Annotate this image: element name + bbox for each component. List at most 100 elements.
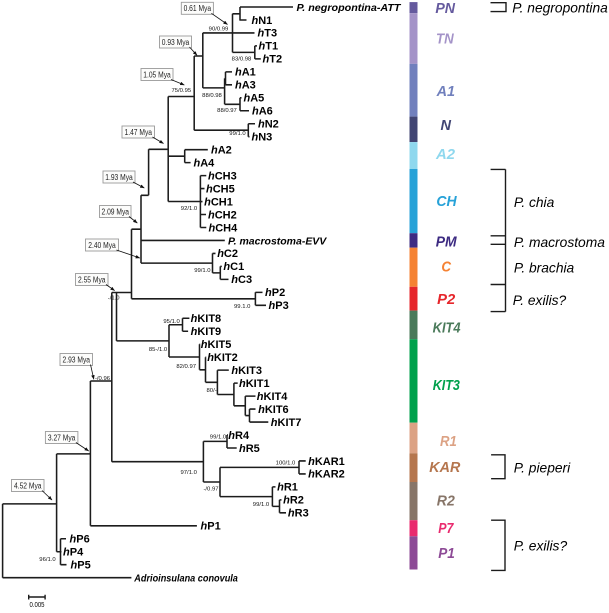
svg-text:hR4: hR4 <box>228 430 250 442</box>
svg-text:1.05 Mya: 1.05 Mya <box>143 70 171 79</box>
svg-text:hP4: hP4 <box>63 547 84 559</box>
svg-text:hCH3: hCH3 <box>208 170 237 182</box>
svg-text:hCH5: hCH5 <box>206 183 235 195</box>
svg-text:99/1.0: 99/1.0 <box>253 502 270 508</box>
svg-text:P. macrostoma-EVV: P. macrostoma-EVV <box>228 236 327 247</box>
svg-text:P. brachia: P. brachia <box>514 261 575 276</box>
svg-text:CH: CH <box>436 194 457 210</box>
svg-text:hP3: hP3 <box>269 300 289 312</box>
svg-text:-/1.0: -/1.0 <box>108 296 121 302</box>
svg-text:99.1.0: 99.1.0 <box>234 304 251 310</box>
svg-text:hKIT8: hKIT8 <box>191 313 222 325</box>
svg-text:hCH4: hCH4 <box>209 222 239 234</box>
svg-text:hA6: hA6 <box>252 106 273 118</box>
svg-text:Adrioinsulana conovula: Adrioinsulana conovula <box>133 573 238 584</box>
svg-text:KIT3: KIT3 <box>433 378 460 394</box>
svg-text:hKIT3: hKIT3 <box>231 365 262 377</box>
svg-text:R2: R2 <box>437 493 455 509</box>
svg-text:KIT4: KIT4 <box>433 321 461 337</box>
svg-text:99/1.0: 99/1.0 <box>210 435 227 441</box>
svg-text:P. exilis?: P. exilis? <box>513 293 567 308</box>
svg-text:P2: P2 <box>437 292 455 308</box>
svg-text:hCH2: hCH2 <box>208 209 237 221</box>
svg-text:P7: P7 <box>438 521 454 537</box>
svg-text:hKIT6: hKIT6 <box>258 404 289 416</box>
svg-text:hN2: hN2 <box>258 119 279 131</box>
svg-text:P. exilis?: P. exilis? <box>514 538 568 553</box>
svg-text:80/-: 80/- <box>207 388 217 394</box>
svg-text:hP6: hP6 <box>70 534 90 546</box>
svg-text:PN: PN <box>435 1 455 17</box>
svg-text:hKIT2: hKIT2 <box>207 352 238 364</box>
svg-text:92/1.0: 92/1.0 <box>181 206 198 212</box>
svg-text:0.93 Mya: 0.93 Mya <box>162 38 190 47</box>
svg-text:2.40 Mya: 2.40 Mya <box>88 241 116 250</box>
svg-text:4.52 Mya: 4.52 Mya <box>14 481 42 490</box>
svg-text:82/0.97: 82/0.97 <box>176 364 196 370</box>
svg-text:88/0.98: 88/0.98 <box>202 93 222 99</box>
svg-text:hC1: hC1 <box>223 261 244 273</box>
svg-text:hA4: hA4 <box>194 157 216 169</box>
svg-text:hN1: hN1 <box>252 15 273 27</box>
svg-text:hR3: hR3 <box>288 508 309 520</box>
svg-text:hA3: hA3 <box>235 80 256 92</box>
svg-text:hR2: hR2 <box>283 495 304 507</box>
svg-text:hN3: hN3 <box>252 132 273 144</box>
svg-text:hKIT9: hKIT9 <box>191 326 222 338</box>
svg-text:P. macrostoma: P. macrostoma <box>514 235 605 250</box>
svg-text:2.93 Mya: 2.93 Mya <box>63 355 91 364</box>
svg-text:P. chia: P. chia <box>514 195 555 210</box>
svg-text:hKAR1: hKAR1 <box>308 456 345 468</box>
svg-text:97/1.0: 97/1.0 <box>181 470 198 476</box>
svg-text:99/1.0: 99/1.0 <box>194 268 211 274</box>
svg-text:PM: PM <box>436 235 458 251</box>
svg-text:R1: R1 <box>440 434 457 450</box>
svg-text:hR5: hR5 <box>239 443 260 455</box>
svg-text:hP2: hP2 <box>265 287 285 299</box>
svg-text:P. negropontina-ATT: P. negropontina-ATT <box>297 3 403 14</box>
svg-text:2.55 Mya: 2.55 Mya <box>78 275 106 284</box>
svg-text:A2: A2 <box>435 147 455 163</box>
svg-text:hKIT7: hKIT7 <box>271 417 302 429</box>
svg-text:96/1.0: 96/1.0 <box>39 557 56 563</box>
svg-text:88/0.97: 88/0.97 <box>217 108 237 114</box>
svg-text:hKIT1: hKIT1 <box>239 378 270 390</box>
svg-text:-/0.97: -/0.97 <box>203 487 218 493</box>
svg-text:hT1: hT1 <box>259 41 279 53</box>
svg-text:1.93 Mya: 1.93 Mya <box>105 173 133 182</box>
svg-text:90/0.99: 90/0.99 <box>209 27 229 33</box>
svg-text:hKIT5: hKIT5 <box>201 339 232 351</box>
svg-text:95/1.0: 95/1.0 <box>163 319 180 325</box>
svg-text:99/1.0: 99/1.0 <box>229 131 246 137</box>
svg-text:hC3: hC3 <box>231 274 252 286</box>
svg-text:N: N <box>441 118 452 134</box>
svg-text:3.27 Mya: 3.27 Mya <box>48 433 76 442</box>
svg-text:KAR: KAR <box>429 460 460 476</box>
svg-text:hA1: hA1 <box>235 67 256 79</box>
svg-text:A1: A1 <box>436 84 455 100</box>
svg-text:hR1: hR1 <box>277 482 298 494</box>
svg-text:hKIT4: hKIT4 <box>257 391 288 403</box>
svg-text:C: C <box>441 260 451 276</box>
svg-text:hP1: hP1 <box>201 521 221 533</box>
svg-text:TN: TN <box>436 31 454 47</box>
svg-text:P. negropontina: P. negropontina <box>512 0 608 15</box>
svg-text:P1: P1 <box>438 546 455 562</box>
svg-text:hCH1: hCH1 <box>204 196 233 208</box>
svg-text:hT2: hT2 <box>263 54 283 66</box>
svg-text:-/0.96: -/0.96 <box>95 376 111 382</box>
svg-text:hT3: hT3 <box>258 28 278 40</box>
svg-text:hA5: hA5 <box>244 93 265 105</box>
svg-text:85-/1.0: 85-/1.0 <box>149 347 168 353</box>
svg-text:83/0.98: 83/0.98 <box>232 56 252 62</box>
svg-text:0.005: 0.005 <box>30 602 45 608</box>
svg-text:hKAR2: hKAR2 <box>308 469 345 481</box>
svg-text:1.47 Mya: 1.47 Mya <box>125 128 153 137</box>
svg-text:hP5: hP5 <box>71 560 91 572</box>
svg-text:hA2: hA2 <box>211 144 232 156</box>
svg-text:hC2: hC2 <box>217 248 238 260</box>
svg-text:0.61 Mya: 0.61 Mya <box>184 4 212 13</box>
svg-text:100/1.0: 100/1.0 <box>276 461 296 467</box>
svg-text:75/0.95: 75/0.95 <box>171 88 191 94</box>
svg-text:P. pieperi: P. pieperi <box>514 461 571 476</box>
